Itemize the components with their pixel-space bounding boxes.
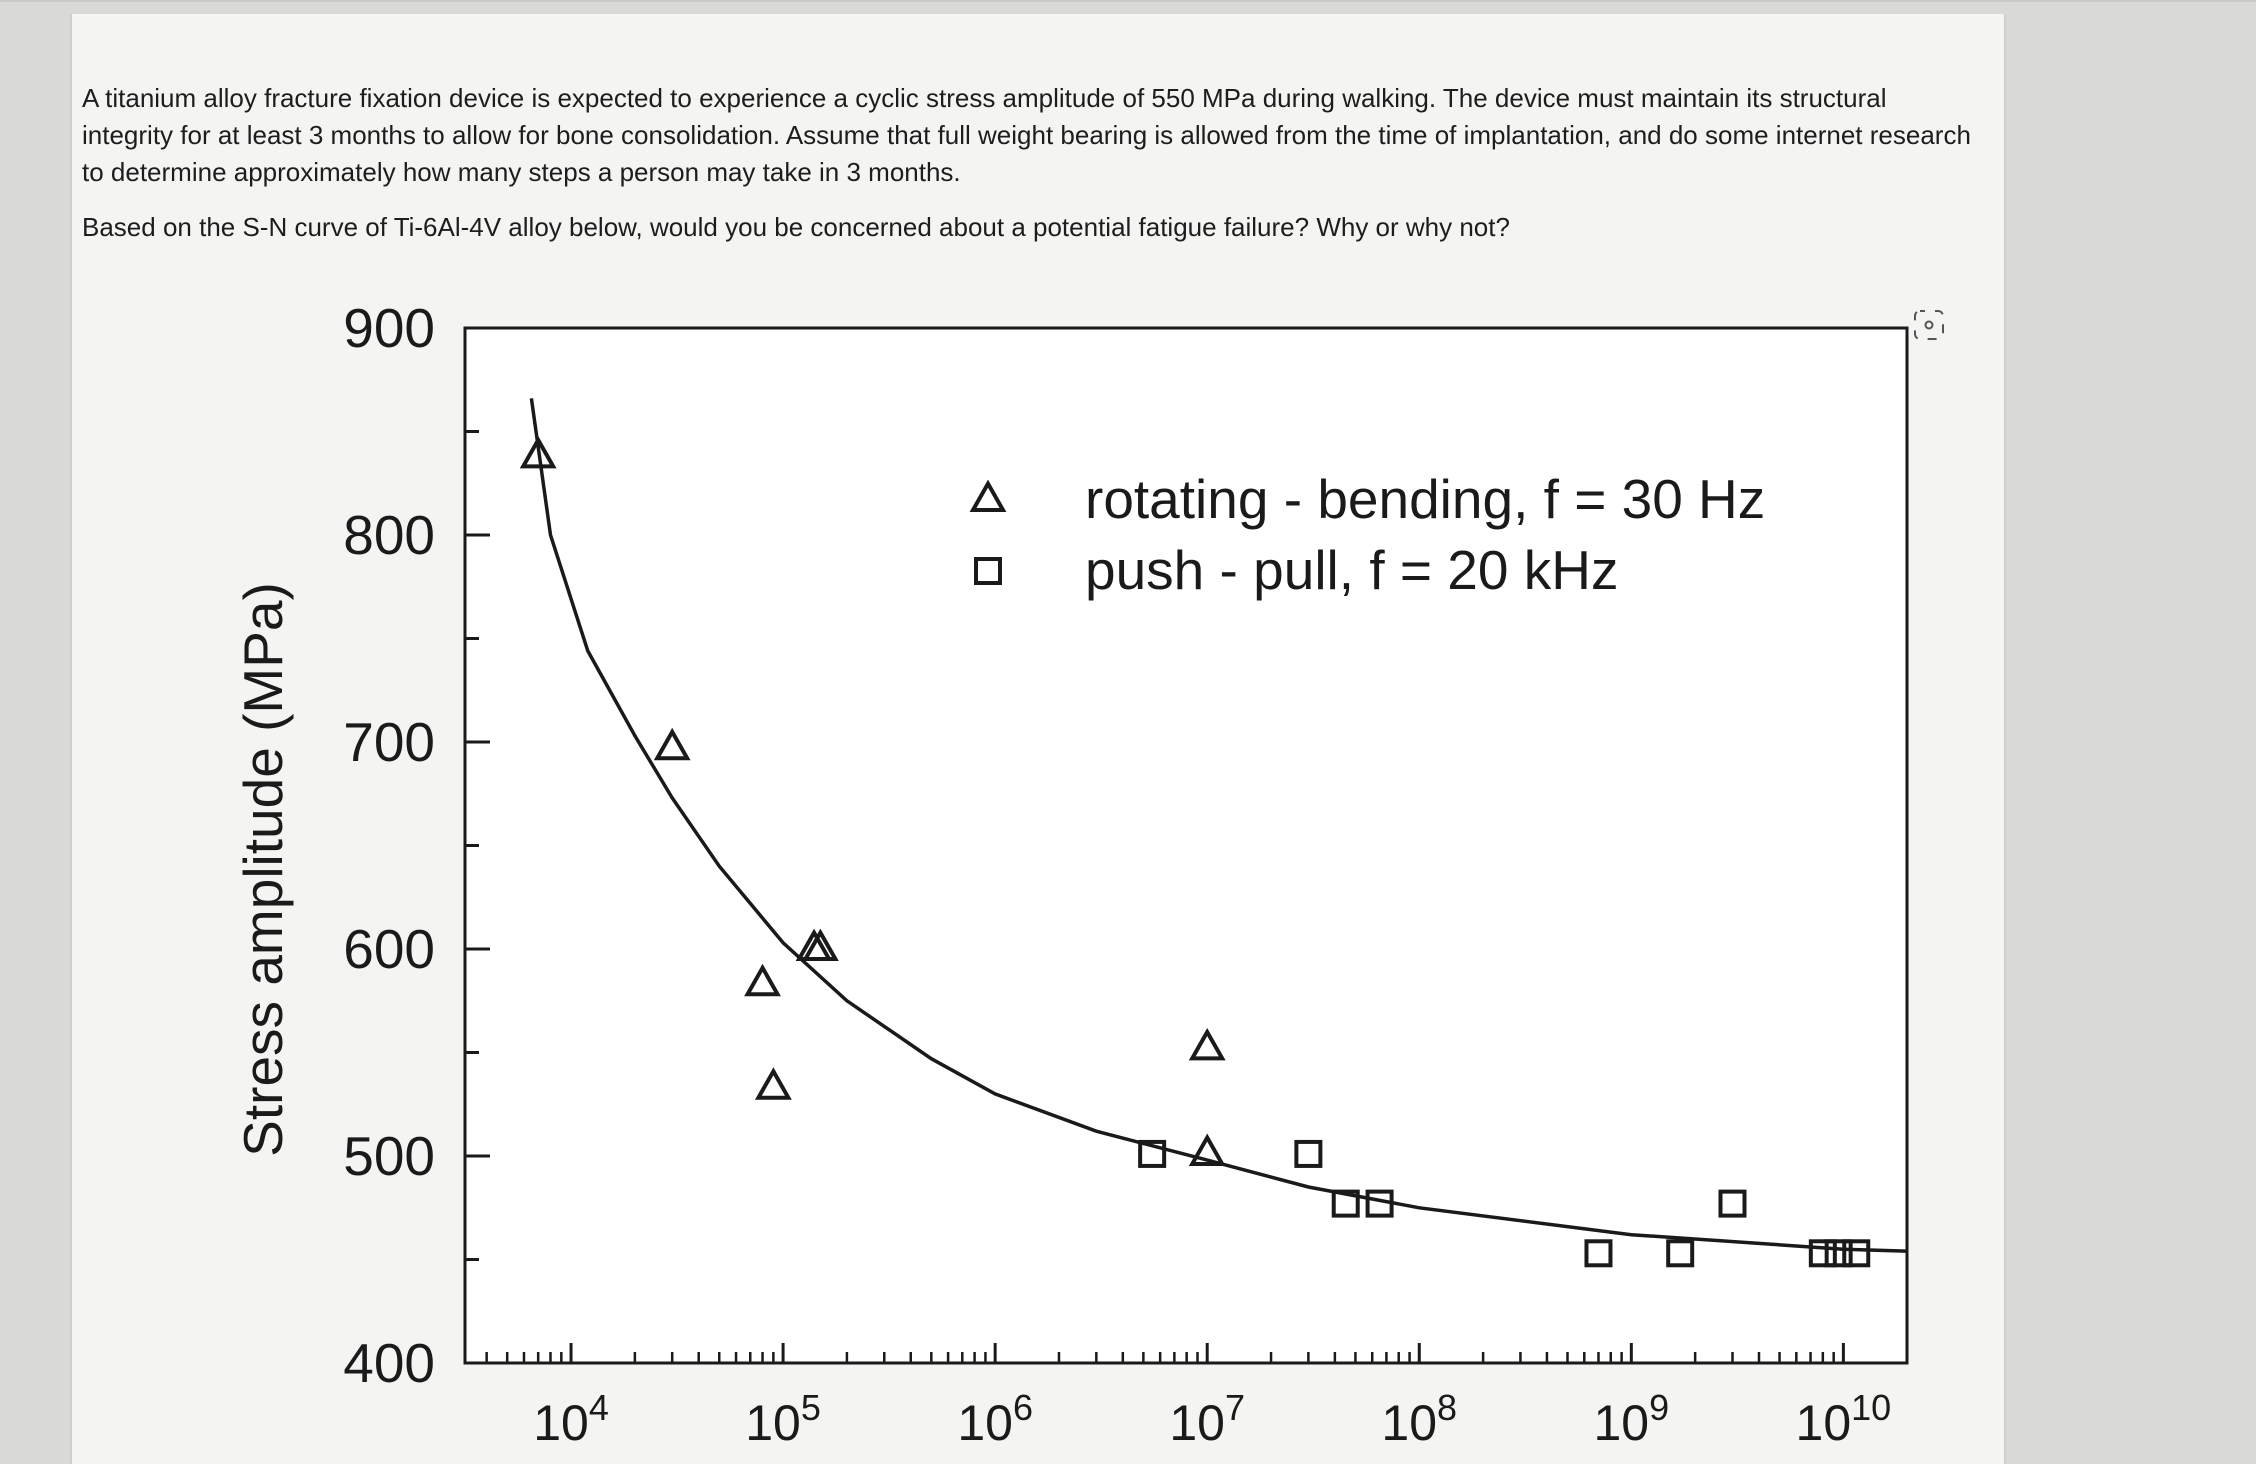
x-tick-label: 106	[957, 1387, 1033, 1451]
push-pull-point	[1842, 1239, 1871, 1268]
legend-label: rotating - bending, f = 30 Hz	[1085, 468, 1765, 530]
rotating-bending-point	[519, 435, 557, 469]
focus-zoom-icon[interactable]	[1912, 308, 1946, 342]
legend-square-marker	[974, 557, 1002, 585]
push-pull-point	[1824, 1239, 1853, 1268]
push-pull-point	[1138, 1139, 1167, 1168]
question-text: A titanium alloy fracture fixation devic…	[82, 80, 1982, 246]
push-pull-point	[1808, 1239, 1837, 1268]
rotating-bending-point	[801, 928, 839, 962]
x-tick-label: 105	[745, 1387, 821, 1451]
x-tick-label: 108	[1381, 1387, 1457, 1451]
x-tick-label: 109	[1593, 1387, 1669, 1451]
y-axis-label: Stress amplitude (MPa)	[232, 582, 294, 1157]
rotating-bending-point	[744, 963, 781, 997]
push-pull-point	[1718, 1189, 1747, 1218]
legend-label: push - pull, f = 20 kHz	[1085, 539, 1618, 601]
x-tick-label: 104	[533, 1387, 609, 1451]
rotating-bending-point	[754, 1067, 792, 1100]
push-pull-point	[1584, 1239, 1613, 1268]
y-tick-label: 500	[343, 1125, 435, 1187]
y-tick-label: 400	[343, 1332, 435, 1394]
push-pull-point	[1331, 1189, 1360, 1218]
question-paragraph-2: Based on the S-N curve of Ti-6Al-4V allo…	[82, 212, 1510, 242]
sn-fit-curve	[529, 398, 1908, 1253]
x-tick-label: 1010	[1796, 1387, 1892, 1451]
rotating-bending-point	[653, 727, 691, 761]
legend-triangle-marker	[969, 479, 1007, 513]
y-tick-label: 900	[343, 297, 435, 359]
push-pull-point	[1666, 1239, 1695, 1268]
window-top-border	[0, 0, 2256, 2]
y-tick-label: 700	[343, 711, 435, 773]
push-pull-point	[1365, 1189, 1394, 1218]
x-tick-label: 107	[1169, 1387, 1245, 1451]
rotating-bending-point	[1188, 1133, 1226, 1166]
y-tick-label: 600	[343, 918, 435, 980]
rotating-bending-point	[1188, 1027, 1226, 1061]
question-paragraph-1: A titanium alloy fracture fixation devic…	[82, 83, 1971, 187]
y-tick-label: 800	[343, 504, 435, 566]
push-pull-point	[1294, 1139, 1323, 1168]
